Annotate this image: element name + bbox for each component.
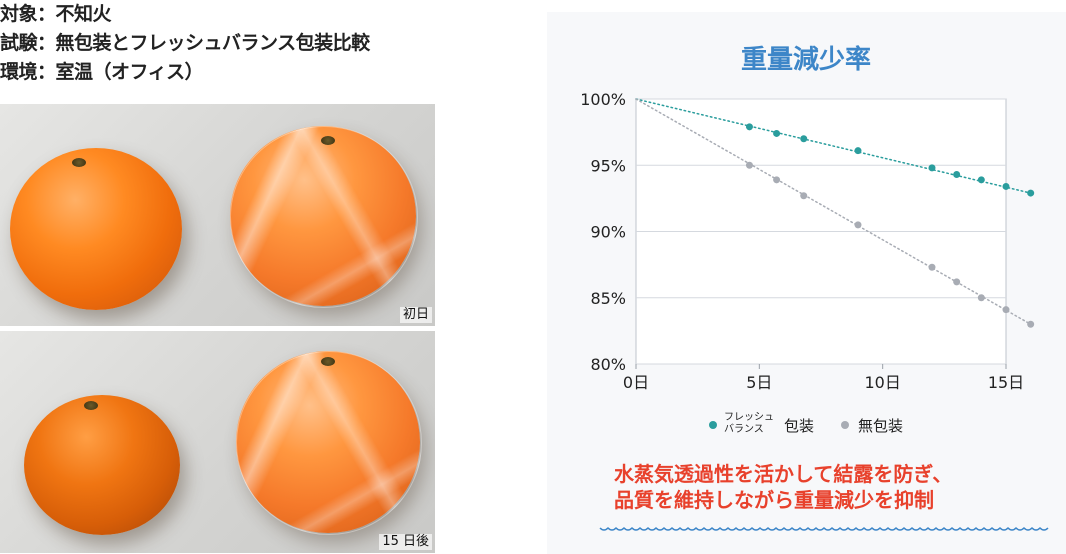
data-point-series-0 bbox=[1027, 189, 1035, 197]
data-point-series-0 bbox=[745, 123, 753, 131]
data-point-series-1 bbox=[1027, 320, 1035, 328]
data-point-series-1 bbox=[928, 263, 936, 271]
data-point-series-0 bbox=[773, 129, 781, 137]
photo-label-first-day: 初日 bbox=[399, 307, 432, 323]
data-point-series-1 bbox=[1002, 306, 1010, 314]
x-tick-label: 10日 bbox=[864, 373, 900, 392]
wave-decoration bbox=[599, 526, 1049, 531]
stem bbox=[72, 158, 86, 167]
stem bbox=[321, 357, 335, 366]
photo-label-day-15: 15 日後 bbox=[379, 534, 432, 550]
legend-label-freshbalance-suffix: 包装 bbox=[784, 417, 814, 435]
data-point-series-0 bbox=[977, 176, 985, 184]
legend-marker-unwrapped bbox=[841, 421, 849, 429]
data-point-series-0 bbox=[953, 171, 961, 179]
chart-title: 重量減少率 bbox=[741, 44, 871, 75]
wrap-film bbox=[230, 126, 418, 308]
data-point-series-1 bbox=[773, 176, 781, 184]
wrap-film bbox=[236, 351, 422, 535]
data-point-series-1 bbox=[800, 192, 808, 200]
note-line-2: 品質を維持しながら重量減少を抑制 bbox=[614, 488, 934, 512]
stem bbox=[84, 401, 98, 410]
test-line: 試験：無包装とフレッシュバランス包装比較 bbox=[0, 32, 370, 54]
trendline-series-0 bbox=[635, 98, 1032, 194]
y-tick-label: 95% bbox=[590, 156, 626, 175]
legend-label-freshbalance-line2: バランス bbox=[724, 423, 764, 435]
legend-marker-freshbalance bbox=[709, 421, 717, 429]
data-point-series-0 bbox=[928, 164, 936, 172]
x-tick-label: 15日 bbox=[988, 373, 1024, 392]
data-point-series-0 bbox=[1002, 182, 1010, 190]
x-tick-label: 5日 bbox=[746, 373, 772, 392]
photo-first-day: 初日 bbox=[0, 104, 435, 326]
legend-label-freshbalance-line1: フレッシュ bbox=[724, 412, 774, 423]
data-point-series-1 bbox=[953, 278, 961, 286]
legend: フレッシュ バランス 包装 無包装 bbox=[709, 412, 903, 435]
data-point-series-1 bbox=[745, 161, 753, 169]
x-tick-label: 0日 bbox=[623, 373, 649, 392]
unwrapped-orange-day0 bbox=[10, 148, 182, 310]
trendline-series-1 bbox=[635, 98, 1032, 325]
y-tick-label: 100% bbox=[580, 90, 626, 109]
environment-line: 環境：室温（オフィス） bbox=[0, 61, 204, 83]
stem bbox=[321, 136, 335, 145]
legend-label-unwrapped: 無包装 bbox=[858, 417, 903, 435]
y-tick-label: 90% bbox=[590, 223, 626, 242]
note-line-1: 水蒸気透過性を活かして結露を防ぎ、 bbox=[614, 462, 952, 486]
unwrapped-orange-day15 bbox=[24, 395, 180, 535]
data-point-series-0 bbox=[800, 135, 808, 143]
data-point-series-1 bbox=[854, 221, 862, 229]
data-point-series-1 bbox=[977, 294, 985, 302]
photo-day-15: 15 日後 bbox=[0, 331, 435, 553]
test-info: 対象：不知火 試験：無包装とフレッシュバランス包装比較 環境：室温（オフィス） bbox=[0, 0, 370, 87]
subject-line: 対象：不知火 bbox=[0, 3, 112, 25]
y-tick-label: 80% bbox=[590, 355, 626, 374]
y-tick-label: 85% bbox=[590, 289, 626, 308]
data-point-series-0 bbox=[854, 147, 862, 155]
